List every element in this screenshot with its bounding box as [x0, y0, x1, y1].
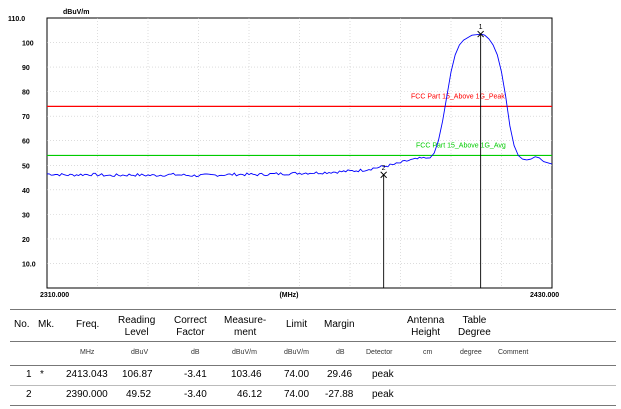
cell-limit: 74.00	[284, 389, 310, 400]
unit-correct: dB	[191, 349, 200, 356]
cell-reading: 106.87	[122, 369, 153, 380]
marker-point	[380, 171, 388, 179]
series-line	[46, 33, 553, 178]
cell-margin: 29.46	[327, 369, 353, 380]
unit-detector: Detector	[366, 349, 393, 356]
unit-reading: dBuV	[131, 349, 149, 356]
x-unit-label: (MHz)	[279, 292, 298, 299]
y-tick-label: 100	[22, 41, 34, 48]
x-tick-label-start: 2310.000	[40, 292, 69, 299]
table-rule	[10, 341, 616, 342]
cell-detector: peak	[372, 389, 394, 400]
cell-reading: 49.52	[126, 389, 152, 400]
y-tick-label: 10.0	[22, 261, 36, 268]
header-reading: Reading Level	[118, 315, 155, 339]
table-row: 2 2390.000 49.52 -3.40 46.12 74.00 -27.8…	[10, 387, 616, 403]
header-table-degree-line1: Table	[462, 315, 487, 326]
header-mk: Mk.	[38, 319, 55, 330]
series-group	[46, 33, 553, 178]
y-tick-label: 30	[22, 212, 30, 219]
cell-margin: -27.88	[325, 389, 354, 400]
cell-freq: 2413.043	[66, 369, 108, 380]
y-tick-label: 40	[22, 188, 30, 195]
cell-limit: 74.00	[284, 369, 310, 380]
y-tick-label: 90	[22, 65, 30, 72]
cell-no: 2	[26, 389, 32, 400]
y-tick-label: 110.0	[8, 16, 25, 23]
header-measurement-line2: ment	[234, 327, 257, 338]
y-tick-label: 60	[22, 139, 30, 146]
cell-correct: -3.41	[184, 369, 207, 380]
header-freq: Freq.	[76, 319, 100, 330]
table-header-row: No. Mk. Freq. Reading Level Correct Fact…	[10, 313, 616, 345]
cell-measurement: 103.46	[231, 369, 262, 380]
unit-limit: dBuV/m	[284, 349, 309, 356]
measurement-table: No. Mk. Freq. Reading Level Correct Fact…	[10, 309, 616, 406]
x-tick-label-end: 2430.000	[530, 292, 559, 299]
cell-mk: *	[40, 369, 44, 380]
header-antenna-line2: Height	[411, 327, 441, 338]
header-antenna-line1: Antenna	[407, 315, 445, 326]
marker-label: 1	[479, 24, 483, 31]
limit-label: FCC Part 15_Above 1G_Avg	[416, 142, 506, 149]
table-row: 1 * 2413.043 106.87 -3.41 103.46 74.00 2…	[10, 367, 616, 383]
header-reading-line1: Reading	[118, 315, 156, 326]
y-unit-label: dBuV/m	[63, 9, 89, 16]
marker-point	[477, 30, 484, 38]
cell-detector: peak	[372, 369, 394, 380]
table-rule	[10, 365, 616, 366]
y-axis-ticks: 110.0 100 90 80 70 60 50 40 30 20 10.0	[8, 16, 36, 268]
marker-label: 2	[382, 165, 386, 172]
header-margin: Margin	[324, 319, 355, 330]
header-no: No.	[14, 319, 30, 330]
grid	[47, 18, 552, 288]
table-rule	[10, 309, 616, 310]
header-measurement-line1: Measure-	[224, 315, 267, 326]
cell-no: 1	[26, 369, 32, 380]
cell-measurement: 46.12	[237, 389, 263, 400]
unit-margin: dB	[336, 349, 345, 356]
unit-comment: Comment	[498, 349, 529, 356]
header-measurement: Measure- ment	[224, 315, 266, 339]
header-correct-line1: Correct	[174, 315, 207, 326]
header-correct-line2: Factor	[176, 327, 205, 338]
header-table-degree-line2: Degree	[458, 327, 491, 338]
unit-measurement: dBuV/m	[232, 349, 257, 356]
marker-group: 12	[380, 24, 484, 288]
table-rule	[10, 405, 616, 406]
y-tick-label: 80	[22, 90, 30, 97]
table-rule	[10, 385, 616, 386]
header-antenna: Antenna Height	[407, 315, 444, 339]
unit-freq: MHz	[80, 349, 95, 356]
header-correct: Correct Factor	[174, 315, 207, 339]
y-tick-label: 70	[22, 114, 30, 121]
header-table-degree: Table Degree	[458, 315, 491, 339]
limit-lines: FCC Part 15_Above 1G_Peak FCC Part 15_Abo…	[47, 93, 552, 157]
cell-correct: -3.40	[184, 389, 207, 400]
unit-antenna: cm	[423, 349, 433, 356]
spectrum-chart: 110.0 100 90 80 70 60 50 40 30 20 10.0 FCC Part 15…	[8, 9, 559, 299]
header-limit: Limit	[286, 319, 308, 330]
table-units-row: MHz dBuV dB dBuV/m dBuV/m dB Detector cm…	[10, 345, 616, 361]
unit-degree: degree	[460, 349, 482, 356]
limit-label: FCC Part 15_Above 1G_Peak	[411, 93, 505, 100]
y-tick-label: 20	[22, 237, 30, 244]
y-tick-label: 50	[22, 163, 30, 170]
cell-freq: 2390.000	[66, 389, 108, 400]
header-reading-line2: Level	[124, 327, 149, 338]
